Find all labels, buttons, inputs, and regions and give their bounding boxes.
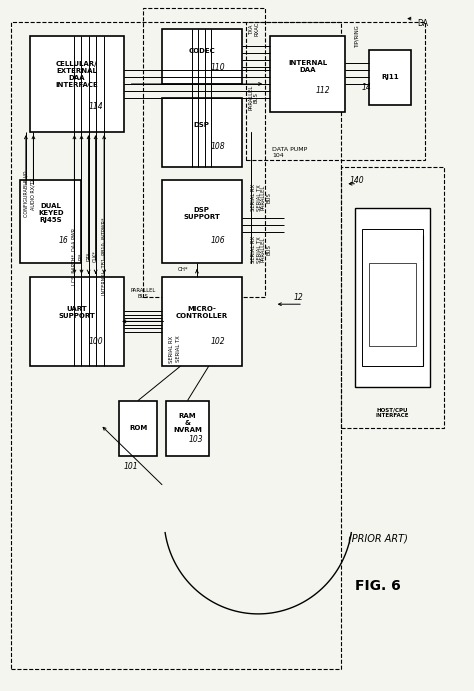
Text: 100: 100 bbox=[88, 337, 103, 346]
Text: DATA PUMP
104: DATA PUMP 104 bbox=[273, 147, 308, 158]
Text: DA: DA bbox=[418, 19, 428, 28]
Text: SERIAL TX: SERIAL TX bbox=[175, 336, 181, 362]
Text: UART
SUPPORT: UART SUPPORT bbox=[58, 306, 95, 319]
Text: 112: 112 bbox=[316, 86, 330, 95]
Text: CODEC: CODEC bbox=[188, 48, 215, 54]
Bar bbox=[30, 36, 124, 132]
Text: DSP
SUPPORT: DSP SUPPORT bbox=[183, 207, 220, 220]
Bar bbox=[11, 22, 341, 669]
Text: PARALLEL
BUS: PARALLEL BUS bbox=[248, 85, 259, 111]
Text: INTERNAL, TB1, PB10, INTPWR*: INTERNAL, TB1, PB10, INTPWR* bbox=[101, 217, 107, 295]
Text: DSP: DSP bbox=[194, 122, 210, 129]
Bar bbox=[162, 29, 242, 84]
Text: OH*: OH* bbox=[178, 267, 188, 272]
Bar bbox=[143, 8, 265, 297]
Bar bbox=[362, 229, 423, 366]
Text: CELLULAR/
EXTERNAL
DAA
INTERFACE: CELLULAR/ EXTERNAL DAA INTERFACE bbox=[55, 61, 98, 88]
Text: RJ11: RJ11 bbox=[382, 74, 399, 80]
Bar bbox=[166, 401, 209, 455]
Text: SERIAL RX: SERIAL RX bbox=[169, 335, 173, 363]
Text: 14: 14 bbox=[362, 83, 372, 92]
Bar bbox=[162, 180, 242, 263]
Text: 102: 102 bbox=[210, 337, 225, 346]
Text: RI*: RI* bbox=[79, 252, 84, 260]
Text: RAM
&
NVRAM: RAM & NVRAM bbox=[173, 413, 202, 433]
Text: TXA: TXA bbox=[249, 23, 254, 34]
Text: 140: 140 bbox=[350, 176, 365, 184]
Text: 114: 114 bbox=[88, 102, 103, 111]
Bar bbox=[369, 50, 411, 104]
Text: SERIAL TX: SERIAL TX bbox=[257, 236, 262, 263]
Text: RXAC: RXAC bbox=[255, 21, 260, 36]
Text: 12: 12 bbox=[293, 293, 303, 302]
Bar bbox=[341, 167, 444, 428]
Bar bbox=[162, 276, 242, 366]
Text: FIG. 6: FIG. 6 bbox=[356, 579, 401, 594]
Text: PARALLEL
BUS: PARALLEL BUS bbox=[130, 288, 155, 299]
Text: SERIAL TX: SERIAL TX bbox=[257, 184, 262, 211]
Text: PARALLEL
BUS: PARALLEL BUS bbox=[261, 236, 272, 262]
Text: HOST/CPU
INTERFACE: HOST/CPU INTERFACE bbox=[376, 408, 409, 418]
Text: 108: 108 bbox=[210, 142, 225, 151]
Text: CLK*: CLK* bbox=[93, 250, 98, 262]
Text: 103: 103 bbox=[189, 435, 203, 444]
Text: CONFIGURABLE I/O: CONFIGURABLE I/O bbox=[23, 171, 28, 218]
Text: DUAL
KEYED
RJ45S: DUAL KEYED RJ45S bbox=[38, 203, 64, 223]
Text: 101: 101 bbox=[123, 462, 138, 471]
Bar bbox=[355, 208, 430, 387]
Text: (PRIOR ART): (PRIOR ART) bbox=[348, 533, 408, 543]
Text: SERIAL RX: SERIAL RX bbox=[251, 236, 256, 263]
Text: DTA: DTA bbox=[86, 251, 91, 261]
Bar bbox=[20, 180, 82, 263]
Bar bbox=[119, 401, 157, 455]
Text: 110: 110 bbox=[210, 63, 225, 72]
Bar bbox=[30, 276, 124, 366]
Text: AUDIO RX/TX: AUDIO RX/TX bbox=[31, 178, 36, 210]
Bar bbox=[162, 97, 242, 167]
Text: PARALLEL
BUS: PARALLEL BUS bbox=[261, 185, 272, 210]
Text: INTERNAL
DAA: INTERNAL DAA bbox=[288, 59, 327, 73]
Text: TIP/RING: TIP/RING bbox=[355, 24, 360, 47]
Text: 106: 106 bbox=[210, 236, 225, 245]
Text: LCS, EARTH*, DAA PWR: LCS, EARTH*, DAA PWR bbox=[72, 227, 77, 285]
Bar bbox=[270, 36, 346, 111]
Text: ROM: ROM bbox=[129, 425, 147, 431]
Bar bbox=[246, 22, 426, 160]
Text: 16: 16 bbox=[58, 236, 68, 245]
Text: MICRO-
CONTROLLER: MICRO- CONTROLLER bbox=[175, 306, 228, 319]
Text: SERIAL RX: SERIAL RX bbox=[251, 184, 256, 211]
Bar bbox=[369, 263, 416, 346]
